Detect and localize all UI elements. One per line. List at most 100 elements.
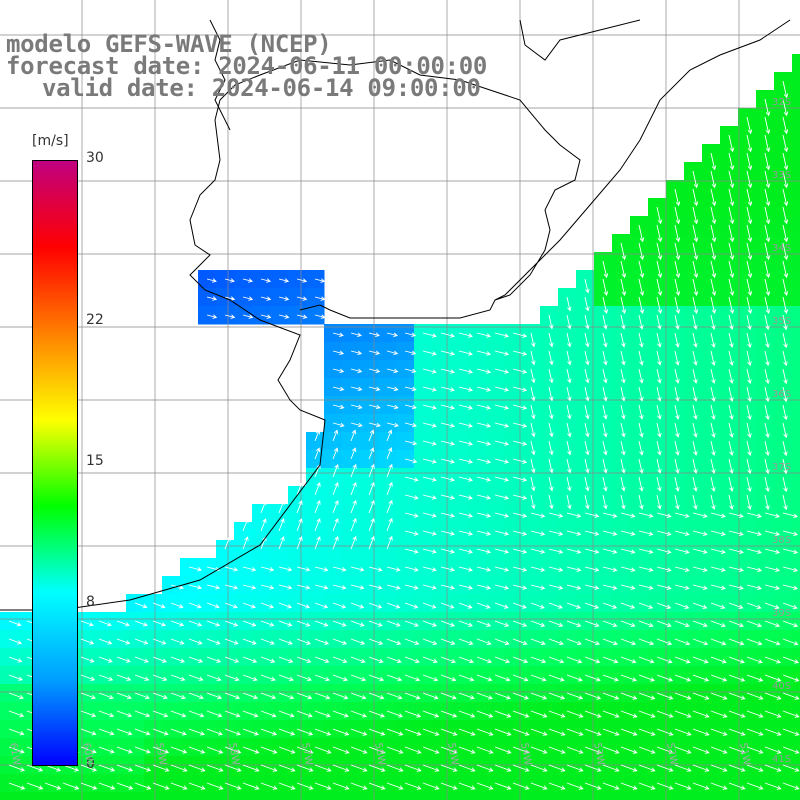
wind-arrow — [494, 602, 509, 609]
wind-cell — [792, 432, 800, 451]
wind-arrow — [278, 674, 294, 682]
wind-arrow — [728, 674, 746, 682]
wind-arrow — [512, 782, 530, 790]
wind-arrow — [764, 188, 771, 207]
wind-arrow — [494, 566, 510, 572]
wind-cell — [378, 450, 397, 469]
wind-arrow — [566, 782, 584, 790]
wind-arrow — [764, 422, 770, 439]
wind-arrow — [350, 429, 357, 442]
wind-arrow — [476, 764, 494, 772]
wind-arrow — [782, 188, 789, 207]
wind-arrow — [314, 728, 332, 736]
wind-arrow — [404, 710, 422, 718]
wind-arrow — [80, 764, 98, 772]
wind-arrow — [584, 548, 600, 554]
wind-arrow — [674, 260, 681, 279]
wind-arrow — [548, 584, 564, 590]
wind-arrow — [368, 386, 381, 392]
wind-arrow — [692, 584, 708, 590]
wind-arrow — [260, 692, 277, 700]
wind-arrow — [638, 278, 645, 297]
wind-arrow — [206, 692, 223, 700]
wind-arrow — [620, 746, 638, 754]
wind-arrow — [368, 422, 381, 428]
wind-arrow — [584, 368, 590, 384]
wind-arrow — [368, 350, 381, 356]
coastline — [0, 19, 791, 611]
wind-arrow — [440, 332, 455, 338]
wind-arrow — [404, 656, 420, 664]
wind-arrow — [602, 620, 618, 628]
wind-arrow — [512, 728, 530, 736]
wind-arrow — [368, 602, 383, 609]
wind-arrow — [206, 710, 223, 718]
wind-arrow — [494, 692, 511, 700]
wind-arrow — [350, 517, 357, 532]
wind-arrow — [296, 584, 311, 590]
wind-arrow — [386, 463, 393, 478]
wind-arrow — [656, 314, 662, 330]
wind-arrow — [314, 782, 332, 790]
wind-arrow — [656, 728, 674, 736]
wind-arrow — [404, 566, 419, 572]
wind-arrow — [728, 242, 735, 261]
wind-arrow — [242, 710, 259, 718]
wind-arrow — [584, 332, 590, 348]
wind-arrow — [728, 512, 744, 519]
wind-arrow — [746, 548, 762, 555]
wind-cell — [792, 180, 800, 199]
wind-arrow — [656, 224, 663, 243]
wind-arrow — [260, 278, 272, 283]
wind-arrow — [494, 494, 510, 500]
wind-arrow — [404, 350, 417, 356]
wind-arrow — [692, 638, 709, 646]
wind-arrow — [584, 602, 600, 609]
colorbar-tick: 22 — [86, 311, 104, 328]
wind-arrow — [386, 447, 393, 460]
wind-arrow — [206, 746, 224, 754]
wind-cell — [504, 792, 523, 800]
wind-arrow — [710, 764, 728, 772]
wind-arrow — [638, 224, 645, 243]
wind-arrow — [620, 422, 626, 438]
wind-arrow — [584, 512, 600, 518]
wind-arrow — [440, 530, 455, 536]
wind-arrow — [728, 746, 746, 754]
wind-arrow — [458, 746, 476, 754]
wind-arrow — [332, 764, 350, 772]
colorbar-tick: 30 — [86, 150, 104, 166]
wind-arrow — [602, 692, 620, 700]
wind-arrow — [566, 476, 572, 492]
wind-arrow — [314, 602, 329, 609]
wind-arrow — [188, 674, 204, 682]
wind-arrow — [656, 440, 662, 456]
wind-arrow — [566, 746, 584, 754]
wind-arrow — [782, 80, 789, 99]
wind-arrow — [458, 422, 473, 428]
wind-arrow — [710, 422, 716, 438]
wind-arrow — [764, 260, 771, 279]
wind-arrow — [728, 530, 744, 537]
wind-arrow — [728, 638, 745, 646]
wind-cell — [792, 540, 800, 559]
wind-arrow — [512, 350, 528, 356]
wind-cell — [234, 792, 253, 800]
wind-arrow — [224, 764, 242, 772]
wind-arrow — [602, 638, 619, 646]
wind-arrow — [674, 188, 681, 207]
wind-arrow — [620, 566, 636, 572]
wind-arrow — [746, 728, 764, 736]
colorbar-tick: 15 — [86, 453, 104, 469]
wind-arrow — [476, 710, 494, 718]
wind-arrow — [656, 566, 672, 572]
wind-arrow — [710, 746, 728, 754]
wind-arrow — [296, 602, 311, 609]
wind-arrow — [476, 512, 492, 518]
wind-arrow — [440, 746, 458, 754]
wind-arrow — [710, 782, 728, 790]
wind-arrow — [458, 494, 473, 500]
wind-arrow — [314, 518, 321, 532]
wind-cell — [738, 792, 757, 800]
wind-arrow — [710, 584, 726, 590]
